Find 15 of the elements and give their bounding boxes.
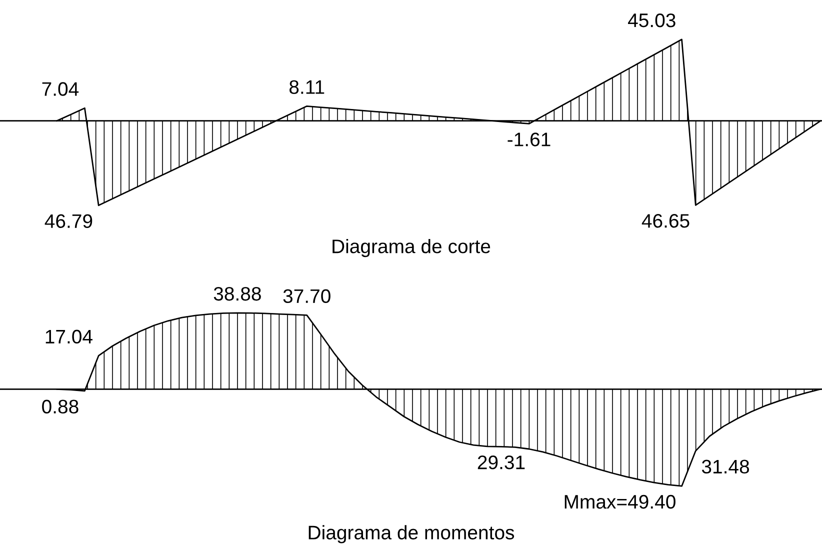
data-label: 17.04 xyxy=(46,330,92,344)
data-label: 37.70 xyxy=(283,289,330,304)
text: Diagrama de momentos xyxy=(308,525,514,544)
text: Diagrama de corte xyxy=(332,238,490,258)
annotation: 31.48 xyxy=(702,460,750,474)
data-label: -1.61 xyxy=(508,132,550,146)
annotation: 0.88 xyxy=(42,400,78,414)
data-label: 45.03 xyxy=(628,13,676,28)
text: 46.79 xyxy=(44,214,92,228)
text: 46.65 xyxy=(642,214,690,228)
annotation: 29.31 xyxy=(478,456,525,470)
data-label: 38.88 xyxy=(214,286,261,301)
data-label: 8.11 xyxy=(290,80,324,94)
text: Mmax=49.40 xyxy=(564,494,676,509)
data-label: 7.04 xyxy=(42,82,79,96)
